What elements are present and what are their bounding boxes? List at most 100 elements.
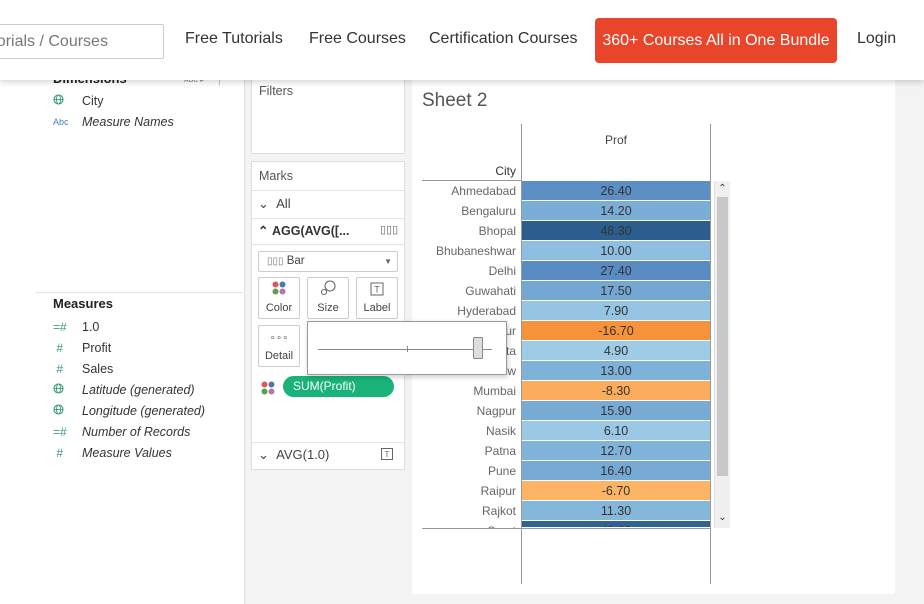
row-label-city[interactable]: Bhopal [478,224,516,238]
field-number-of-records[interactable]: =# Number of Records [53,425,191,439]
marks-card: Marks ⌄ All ⌃ AGG(AVG([... ▯▯▯ ▯▯▯ Bar ▼… [251,161,405,470]
nav-link-free-courses[interactable]: Free Courses [309,30,406,47]
globe-icon [53,404,75,418]
color-dots-icon [260,380,276,396]
nav-link-free-tutorials[interactable]: Free Tutorials [185,30,283,47]
divider [252,442,404,443]
marks-title: Marks [259,169,294,183]
table-cell-value[interactable]: 11.30 [522,501,710,521]
slider-tick [407,346,408,352]
search-input[interactable]: tutorials / Courses [0,24,164,59]
row-label-city[interactable]: Bhubaneshwar [435,244,516,258]
login-link[interactable]: Login [857,30,897,47]
nav-link-certification-courses[interactable]: Certification Courses [429,30,578,47]
table-cell-value[interactable]: -6.70 [522,481,710,501]
row-label-city[interactable]: Rajkot [481,504,516,518]
row-label-city[interactable]: Ahmedabad [451,184,516,198]
row-label-city[interactable]: Nagpur [476,404,516,418]
field-longitude[interactable]: Longitude (generated) [53,402,205,420]
divider [252,244,404,245]
row-label-city[interactable]: Mumbai [473,384,516,398]
hash-icon: # [53,362,64,376]
table-cell-value[interactable]: 17.50 [522,281,710,301]
color-button[interactable]: Color [258,277,300,319]
table-cell-value[interactable]: 40.00 [522,521,710,528]
grid-line [710,124,711,584]
row-label-city[interactable]: Patna [484,444,516,458]
hash-icon: # [53,341,64,355]
hash-icon: =# [53,320,67,334]
field-1-0[interactable]: =# 1.0 [53,320,100,334]
table-cell-value[interactable]: -16.70 [522,321,710,341]
globe-icon [53,94,75,108]
row-label-city[interactable]: Nasik [485,424,516,438]
table-cell-value[interactable]: -8.30 [522,381,710,401]
table-cell-value[interactable]: 27.40 [522,261,710,281]
marks-agg-row[interactable]: ⌃ AGG(AVG([... ▯▯▯ [258,224,399,238]
row-label-city[interactable]: Hyderabad [457,304,516,318]
field-city[interactable]: City [53,92,104,110]
table-cell-value[interactable]: 48.30 [522,221,710,241]
filters-card[interactable]: Filters [251,78,405,154]
table-cell-value[interactable]: 6.10 [522,421,710,441]
row-label-city[interactable]: Delhi [488,264,516,278]
column-header[interactable]: Prof [604,133,627,147]
table-cell-value[interactable]: 4.90 [522,341,710,361]
scroll-up-icon[interactable]: ⌃ [718,183,727,194]
scroll-down-icon[interactable]: ⌄ [718,512,727,523]
row-label-city[interactable]: Raipur [480,484,516,498]
marks-avg-row[interactable]: ⌄ AVG(1.0) T [258,447,398,463]
divider [35,292,243,293]
detail-dots-icon: ∘∘∘ [269,333,289,344]
chevron-down-icon: ⌄ [258,196,269,211]
table-cell-value[interactable]: 15.90 [522,401,710,421]
dropdown-arrow-icon: ▼ [384,257,392,266]
size-icon [308,278,348,302]
vertical-scrollbar[interactable]: ⌃ ⌄ [714,181,730,528]
hash-icon: # [53,446,64,460]
field-sales[interactable]: # Sales [53,362,114,376]
data-pane: Dimensions ᴀʙᴄ ▸ City Abc Measure Names … [0,71,245,604]
table-cell-value[interactable]: 14.20 [522,201,710,221]
grid-line [422,180,522,181]
slider-thumb[interactable] [473,337,484,359]
bar-chart-icon: ▯▯▯ [267,256,284,267]
row-label-city[interactable]: Surat [416,521,516,528]
divider [219,74,220,86]
table-cell-value[interactable]: 26.40 [522,181,710,201]
bundle-button[interactable]: 360+ Courses All in One Bundle [595,18,837,63]
svg-text:T: T [385,450,390,459]
measures-header: Measures [53,296,113,311]
sum-profit-pill[interactable]: SUM(Profit) [283,376,394,397]
field-measure-names[interactable]: Abc Measure Names [53,115,174,129]
row-label-city[interactable]: Bengaluru [461,204,516,218]
table-cell-value[interactable]: 13.00 [522,361,710,381]
label-button[interactable]: T Label [356,277,398,319]
table-cell-value[interactable]: 16.40 [522,461,710,481]
scrollbar-thumb[interactable] [717,197,728,476]
table-cell-value[interactable]: 12.70 [522,441,710,461]
svg-text:T: T [374,285,380,295]
field-profit[interactable]: # Profit [53,341,112,355]
table-cell-value[interactable]: 10.00 [522,241,710,261]
marks-all-row[interactable]: ⌄ All [258,196,291,211]
mark-type-select[interactable]: ▯▯▯ Bar ▼ [258,251,398,272]
top-navigation-bar: tutorials / Courses Free Tutorials Free … [0,0,924,80]
table-cell-value[interactable]: 7.90 [522,301,710,321]
size-slider-popup [307,321,507,375]
row-label-city[interactable]: Pune [487,464,516,478]
field-latitude[interactable]: Latitude (generated) [53,381,195,399]
detail-button[interactable]: ∘∘∘ Detail [258,325,300,367]
slider-track[interactable] [318,349,492,350]
divider [252,218,404,219]
label-text-icon: T [357,278,397,302]
globe-icon [53,383,75,397]
color-dots-icon [259,278,299,302]
row-header[interactable]: City [495,164,516,178]
hash-icon: =# [53,425,67,439]
divider [252,190,404,191]
size-button[interactable]: Size [307,277,349,319]
sheet-title: Sheet 2 [422,90,488,111]
field-measure-values[interactable]: # Measure Values [53,446,172,460]
row-label-city[interactable]: Guwahati [465,284,516,298]
